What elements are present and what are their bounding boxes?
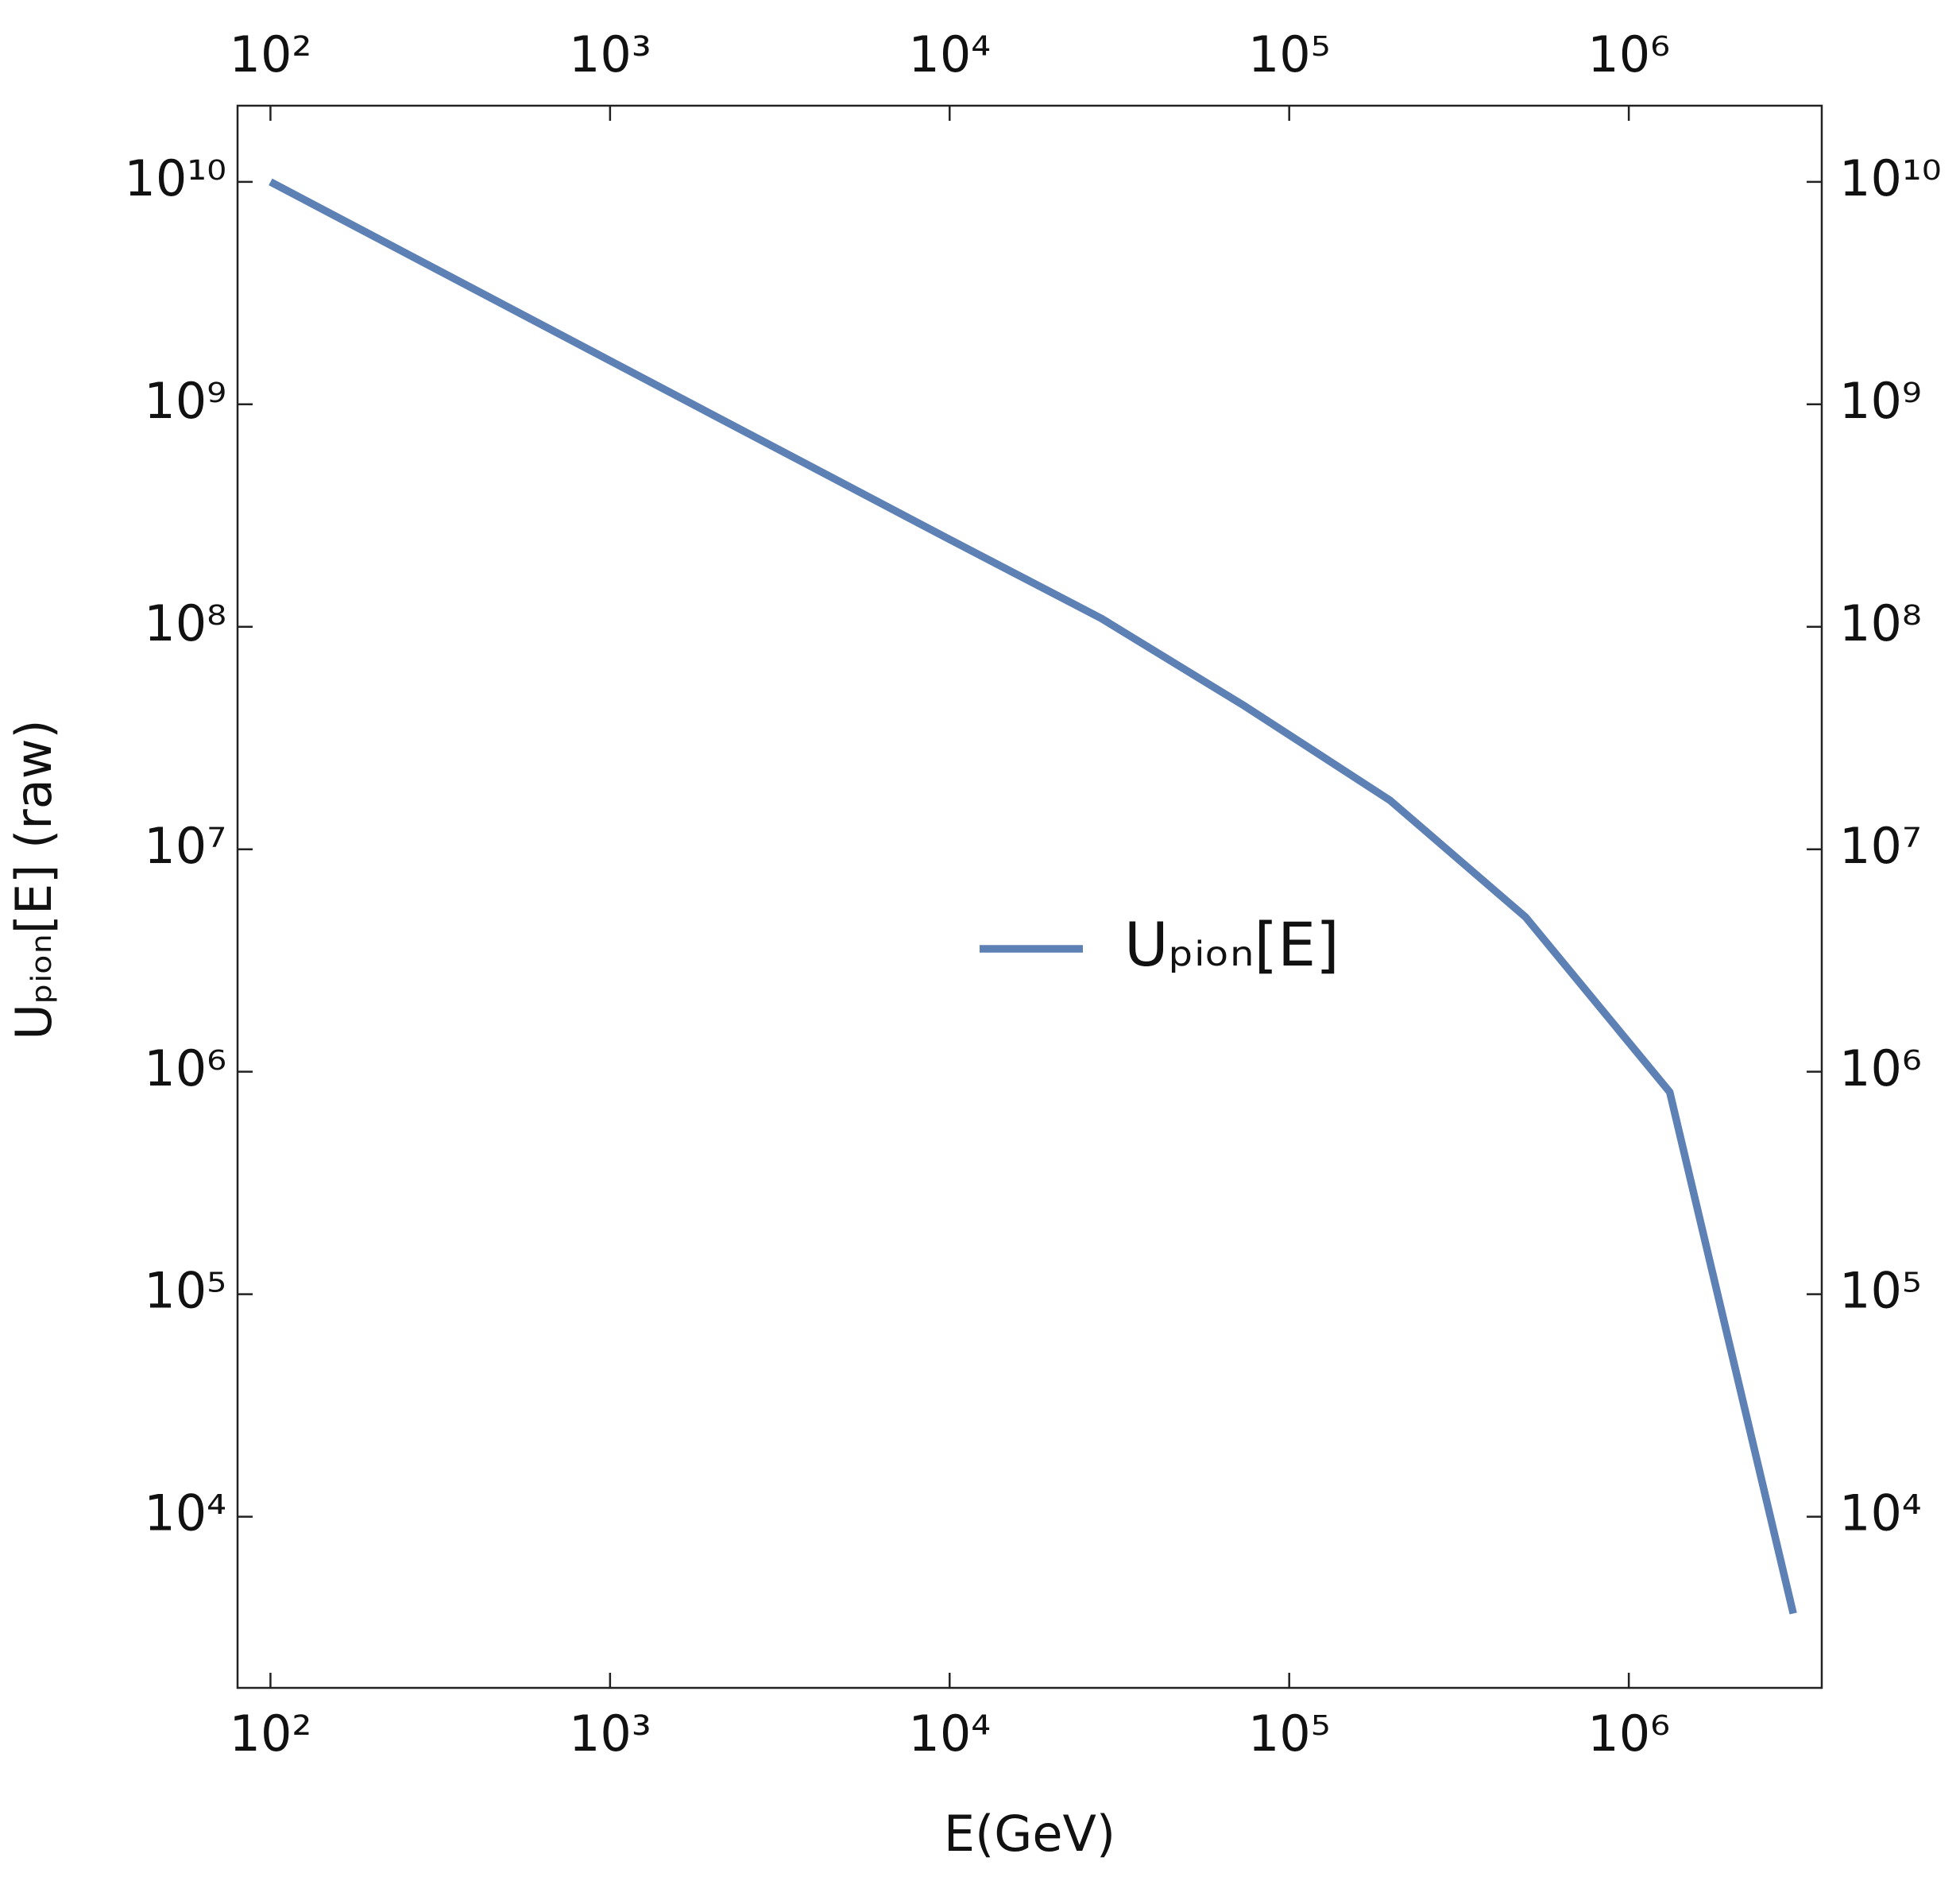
- y-tick-label-right: 10⁸: [1839, 594, 1922, 652]
- x-tick-label: 10⁶: [1587, 1705, 1670, 1763]
- y-tick-label: 10⁹: [144, 372, 226, 430]
- plot-frame: [236, 104, 1823, 1689]
- y-tick-label-right: 10⁷: [1839, 817, 1922, 875]
- y-tick-label-right: 10⁴: [1839, 1484, 1922, 1542]
- y-tick-label-right: 10⁶: [1839, 1039, 1922, 1097]
- x-tick-label-top: 10⁴: [908, 25, 991, 83]
- x-tick-label-top: 10²: [230, 25, 312, 83]
- y-tick-label: 10⁸: [144, 594, 226, 652]
- x-tick-label: 10⁵: [1248, 1705, 1331, 1763]
- data-line: [269, 178, 1797, 1615]
- x-tick-label: 10⁴: [908, 1705, 991, 1763]
- y-tick-label: 10⁴: [144, 1484, 226, 1542]
- y-tick-label: 10⁶: [144, 1039, 226, 1097]
- y-axis-title: Uₚᵢₒₙ[E] (raw): [5, 719, 63, 1039]
- x-tick-label-top: 10³: [569, 25, 651, 83]
- y-tick-label-right: 10¹⁰: [1839, 149, 1942, 207]
- x-tick-label-top: 10⁵: [1248, 25, 1331, 83]
- legend-label: Uₚᵢₒₙ[E]: [1124, 909, 1340, 980]
- x-tick-label-top: 10⁶: [1587, 25, 1670, 83]
- y-tick-label: 10⁵: [144, 1262, 226, 1320]
- y-tick-label-right: 10⁹: [1839, 372, 1922, 430]
- x-tick-label: 10³: [569, 1705, 651, 1763]
- x-axis-title: E(GeV): [944, 1805, 1115, 1863]
- y-tick-label: 10⁷: [144, 817, 226, 875]
- y-tick-label: 10¹⁰: [124, 149, 226, 207]
- x-tick-label: 10²: [230, 1705, 312, 1763]
- y-tick-label-right: 10⁵: [1839, 1262, 1922, 1320]
